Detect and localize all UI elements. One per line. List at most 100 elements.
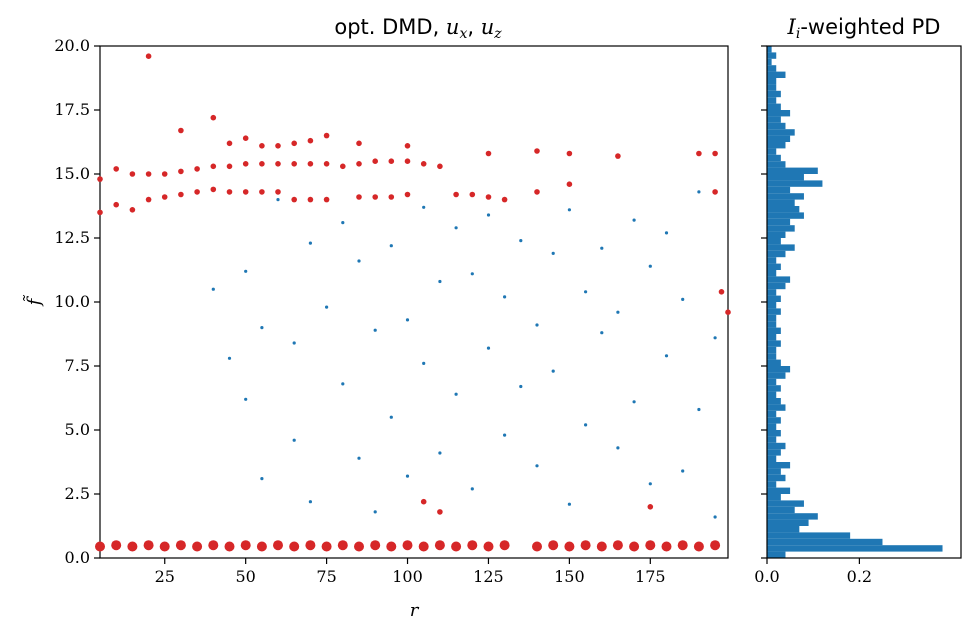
mode-point [567, 208, 572, 212]
dominant-mode-point [210, 163, 217, 170]
histogram-bar [767, 532, 851, 539]
mode-point [357, 456, 361, 460]
histogram-bar [767, 442, 786, 450]
dominant-mode-point [226, 140, 233, 147]
histogram-bar [767, 199, 795, 206]
histogram-bar [767, 65, 777, 72]
histogram-bar [767, 167, 818, 174]
dominant-mode-point [256, 541, 267, 552]
histogram-bar [767, 78, 777, 85]
dominant-mode-point [210, 186, 217, 193]
histogram-bar [767, 455, 777, 462]
mode-point [632, 218, 636, 222]
dominant-mode-point [596, 541, 607, 552]
histogram-bar [767, 551, 786, 558]
dominant-mode-point [175, 540, 186, 551]
mode-point [292, 341, 296, 345]
dominant-mode-point [143, 540, 154, 551]
mode-point [648, 482, 652, 486]
mode-point [454, 392, 458, 396]
dominant-mode-point [388, 194, 395, 200]
histogram-bar [767, 148, 777, 155]
dominant-mode-point [718, 289, 725, 295]
x-tick-label: 125 [473, 567, 504, 586]
dominant-mode-point [275, 143, 281, 149]
dominant-mode-point [337, 540, 348, 551]
mode-point [389, 244, 393, 248]
dominant-mode-point [453, 191, 459, 198]
histogram-bar [767, 225, 795, 232]
mode-point [697, 407, 701, 412]
histogram-bar [767, 129, 795, 136]
histogram-bar [767, 519, 809, 526]
mode-point [373, 510, 377, 514]
histogram-bar [767, 302, 777, 309]
histogram-bar [767, 372, 786, 379]
dominant-mode-point [404, 158, 411, 164]
y-tick-label: 20.0 [54, 36, 90, 55]
histogram-bar [767, 116, 781, 123]
dominant-mode-point [111, 540, 122, 551]
mode-point [405, 318, 410, 322]
dominant-mode-point [404, 143, 411, 149]
mode-point [308, 500, 312, 504]
dominant-mode-point [129, 207, 136, 213]
histogram-bar [767, 244, 795, 251]
histogram-xticks: 0.0 0.2 [754, 558, 872, 586]
histogram-bar [767, 58, 772, 66]
histogram-bar [767, 122, 786, 130]
mode-point [244, 269, 248, 273]
histogram-bar [767, 398, 781, 405]
mode-point [260, 477, 264, 481]
scatter-ylabel: f̃ [22, 294, 45, 307]
dominant-mode-point [145, 53, 152, 59]
x-tick-label: 75 [316, 567, 336, 586]
histogram-bar [767, 218, 791, 226]
mode-point [422, 205, 426, 209]
mode-point [713, 336, 717, 340]
mode-point [681, 469, 685, 473]
mode-point [389, 415, 393, 419]
dominant-mode-point [712, 189, 718, 195]
dominant-mode-point [194, 166, 200, 172]
y-tick-label: 5.0 [65, 420, 90, 439]
dominant-mode-point [273, 540, 283, 551]
histogram-bar [767, 506, 795, 514]
histogram-bar [767, 353, 777, 360]
histogram-bar [767, 340, 781, 347]
mode-point [713, 515, 717, 519]
mode-point [584, 290, 588, 294]
histogram-bar [767, 295, 781, 302]
histogram-bar [767, 436, 777, 443]
dominant-mode-point [615, 153, 621, 159]
histogram-bar [767, 545, 943, 552]
histogram-bar [767, 378, 777, 386]
dominant-mode-point [178, 168, 184, 175]
dominant-mode-point [159, 541, 170, 552]
dominant-mode-point [145, 171, 152, 177]
mode-point [616, 446, 620, 450]
dominant-mode-point [210, 114, 217, 121]
mode-point [503, 295, 507, 299]
dominant-mode-point [372, 194, 379, 200]
mode-point [276, 198, 280, 202]
mode-point [551, 251, 555, 255]
dominant-mode-point [696, 150, 702, 157]
dominant-mode-point [305, 540, 316, 551]
histogram-bar [767, 404, 786, 411]
dominant-mode-point [437, 509, 443, 515]
histogram-bar [767, 282, 786, 290]
histogram-bar [767, 494, 781, 501]
y-tick-label: 0.0 [65, 548, 90, 567]
dominant-mode-point [712, 150, 718, 157]
histogram-bar [767, 487, 791, 494]
histogram-bar [767, 391, 777, 398]
dominant-mode-point [501, 196, 508, 203]
histogram-bar [767, 231, 786, 238]
dominant-mode-point [532, 541, 542, 552]
histogram-bar [767, 526, 800, 533]
dominant-mode-point [161, 171, 168, 177]
x-tick-label: 150 [554, 567, 585, 586]
dominant-mode-point [240, 540, 251, 551]
